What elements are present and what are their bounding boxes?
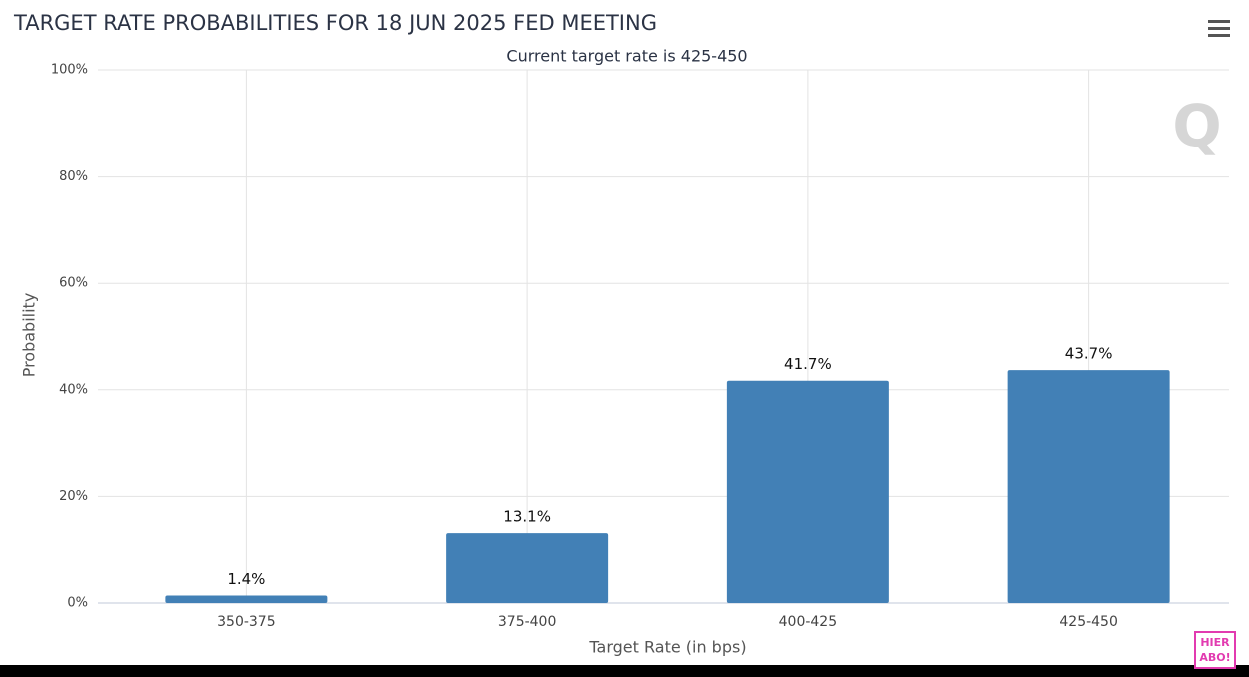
y-tick-label: 40% (59, 382, 88, 397)
y-tick-label: 80% (59, 169, 88, 184)
chart-title: TARGET RATE PROBABILITIES FOR 18 JUN 202… (13, 11, 657, 35)
data-label: 13.1% (503, 508, 551, 526)
menu-bar (1208, 20, 1230, 23)
badge-frame (1194, 631, 1236, 669)
bottom-strip (0, 665, 1249, 677)
badge-text: HIER (1200, 636, 1230, 649)
x-axis-title: Target Rate (in bps) (588, 638, 746, 657)
bar (165, 595, 328, 603)
y-tick-label: 100% (51, 63, 88, 78)
y-tick-label: 60% (59, 276, 88, 291)
x-tick-label: 350-375 (217, 614, 276, 630)
y-tick-label: 0% (67, 596, 88, 611)
y-tick-label: 20% (59, 489, 88, 504)
badge-text: ABO! (1199, 651, 1230, 664)
data-label: 41.7% (784, 355, 832, 373)
x-tick-label: 400-425 (779, 614, 838, 630)
bar (446, 533, 609, 603)
bar (1007, 370, 1170, 603)
bar (726, 380, 889, 603)
x-tick-label: 425-450 (1059, 614, 1118, 630)
watermark: Q (1172, 92, 1221, 160)
y-axis-title: Probability (20, 293, 39, 378)
chart-subtitle: Current target rate is 425-450 (506, 47, 747, 66)
menu-button[interactable] (1208, 20, 1230, 37)
data-label: 1.4% (227, 570, 265, 588)
menu-bar (1208, 27, 1230, 30)
data-label: 43.7% (1065, 345, 1113, 363)
badge[interactable]: HIER ABO! (1194, 631, 1236, 669)
menu-bar (1208, 34, 1230, 37)
x-tick-label: 375-400 (498, 614, 557, 630)
